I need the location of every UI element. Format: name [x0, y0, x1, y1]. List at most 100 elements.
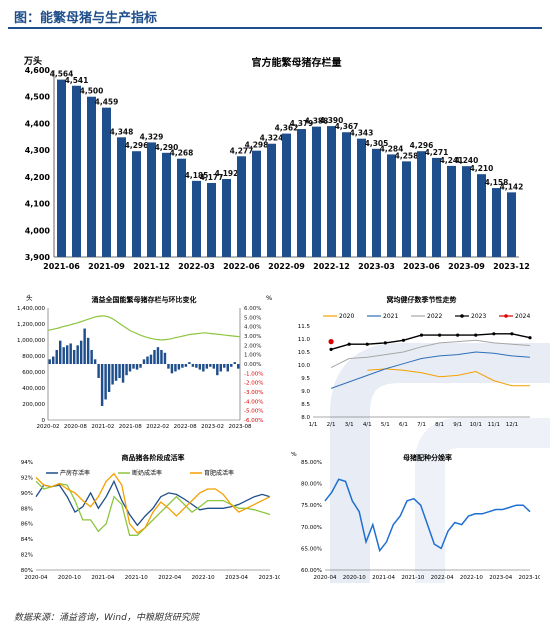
y2-tick-label: -2.00% — [244, 381, 263, 387]
mom-bar — [205, 364, 209, 369]
mom-bar — [76, 345, 79, 364]
y2-tick-label: 6.00% — [244, 306, 261, 312]
data-point — [510, 332, 514, 336]
mom-bar — [156, 347, 160, 364]
bar — [132, 151, 141, 257]
y2-tick-label: 5.00% — [244, 315, 261, 321]
x-tick-label: 9/1 — [453, 422, 462, 428]
x-tick-label: 2022-04 — [158, 575, 181, 581]
legend-label: 产房存活率 — [60, 469, 90, 477]
data-label: 4,210 — [470, 164, 494, 173]
source-note: 数据来源：涌益咨询，Wind，中粮期货研究院 — [14, 613, 199, 623]
x-tick-label: 2021-04 — [372, 575, 395, 581]
mom-bar — [146, 356, 149, 364]
x-tick-label: 2022-08 — [174, 424, 197, 430]
x-tick-label: 2022-10 — [192, 575, 215, 581]
y-tick-label: 8.0 — [301, 415, 310, 421]
x-tick-label: 2020-04 — [25, 575, 48, 581]
y2-axis-unit: % — [266, 294, 272, 302]
data-label: 4,298 — [245, 141, 269, 150]
data-label: 4,277 — [230, 146, 254, 155]
chart-title: 窝均健仔数季节性走势 — [387, 295, 457, 304]
x-tick-label: 11/1 — [488, 422, 500, 428]
mom-bar — [233, 362, 236, 364]
legend-label: 断奶成活率 — [132, 469, 162, 477]
x-tick-label: 2021-04 — [91, 575, 114, 581]
y-tick-label: 90% — [21, 491, 33, 497]
y2-tick-label: -6.00% — [244, 418, 263, 424]
mom-bar — [209, 364, 212, 367]
x-tick-label: 2023-09 — [448, 262, 485, 271]
y-tick-label: 94% — [21, 460, 33, 466]
x-tick-label: 4/1 — [363, 422, 372, 428]
data-label: 4,258 — [395, 151, 419, 160]
yongyi-sow-inventory-chart: 涌益全国能繁母猪存栏与环比变化 头 % 0 200,000 400,000 600,000 8… — [17, 293, 272, 430]
x-tick-label: 2020-08 — [64, 424, 87, 430]
bar — [87, 96, 96, 257]
legend-label: 2022 — [427, 313, 442, 320]
chart-title: 官方能繁母猪存栏量 — [252, 56, 342, 69]
legend-label: 2021 — [383, 313, 398, 320]
y-tick-label: 4,100 — [25, 200, 51, 209]
bar — [282, 133, 291, 257]
x-tick-label: 2023-04 — [225, 575, 248, 581]
data-label: 4,379 — [290, 119, 314, 128]
y-axis-unit: % — [291, 452, 297, 458]
y-tick-label: 11.0 — [298, 337, 311, 343]
series-line — [35, 479, 271, 527]
bar — [252, 150, 261, 257]
mom-bar — [237, 364, 240, 369]
data-label: 4,388 — [305, 117, 329, 126]
y-tick-label: 82% — [21, 553, 33, 559]
series-line — [330, 351, 531, 389]
y-tick-label: 4,500 — [25, 93, 51, 102]
x-tick-label: 2022-10 — [460, 575, 483, 581]
data-point — [528, 336, 532, 340]
farrowing-rate-chart: 母猪配种分娩率% 60.00% 65.00% 70.00% 75.00% 80.00% 85… — [291, 452, 540, 581]
bar — [117, 137, 126, 257]
survival-rate-chart: 商品猪各阶段成活率 80% 82% 84% 86% 88% 90% 92% 94% 产房存活率 断奶… — [21, 453, 280, 581]
y-tick-label: 400,000 — [22, 386, 45, 392]
bar — [402, 161, 411, 257]
x-tick-label: 2021-02 — [91, 424, 114, 430]
data-label: 4,290 — [155, 143, 179, 152]
data-label: 4,324 — [260, 134, 284, 143]
y2-tick-label: -3.00% — [244, 390, 263, 396]
data-point — [456, 333, 460, 337]
x-tick-label: 2023-06 — [403, 262, 440, 271]
bar — [207, 183, 216, 257]
data-label: 4,296 — [125, 141, 149, 150]
figure-title: 图：能繁母猪与生产指标 — [14, 11, 158, 26]
mom-bar — [174, 364, 177, 372]
bar — [102, 107, 111, 257]
y2-tick-label: 1.00% — [244, 353, 261, 359]
x-tick-label: 6/1 — [399, 422, 408, 428]
x-tick-label: 2021-10 — [125, 575, 148, 581]
x-tick-label: 2023-12 — [493, 262, 530, 271]
y-tick-label: 80% — [21, 568, 33, 574]
mom-bar — [184, 364, 188, 367]
legend-label: 2023 — [471, 313, 486, 320]
mom-bar — [167, 364, 170, 369]
mom-bar — [212, 364, 216, 369]
mom-bar — [83, 328, 86, 364]
bar — [417, 151, 426, 257]
y-tick-label: 85.00% — [301, 460, 322, 466]
mom-bar — [114, 364, 118, 381]
series-line — [367, 368, 530, 387]
y-tick-label: 4,200 — [25, 173, 51, 182]
data-label: 4,240 — [455, 156, 479, 165]
mom-bar — [97, 364, 100, 378]
mom-bar — [111, 364, 114, 385]
bar — [147, 142, 156, 257]
x-tick-label: 2021-08 — [119, 424, 142, 430]
data-label: 4,367 — [335, 122, 359, 131]
background-watermark — [330, 343, 550, 583]
x-tick-label: 5/1 — [381, 422, 390, 428]
y-tick-label: 70.00% — [301, 525, 322, 531]
data-label: 4,343 — [350, 129, 374, 138]
mom-bar — [52, 356, 55, 364]
data-label: 4,564 — [50, 70, 74, 79]
mom-bar — [93, 359, 97, 364]
y-tick-label: 600,000 — [22, 370, 45, 376]
